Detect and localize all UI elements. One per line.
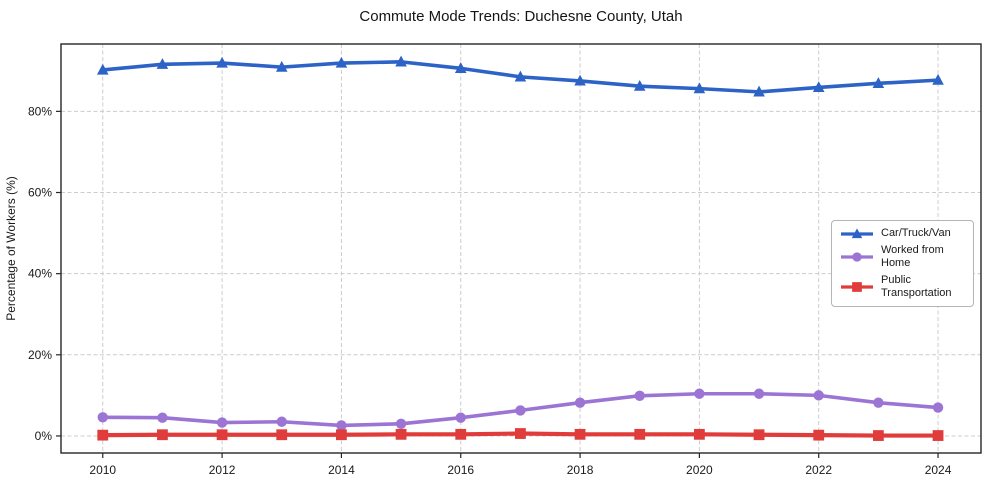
legend-label: Public Transportation [881, 274, 952, 299]
data-point-marker [157, 429, 168, 441]
y-axis-title: Percentage of Workers (%) [4, 176, 18, 321]
x-tick-label: 2016 [447, 463, 474, 477]
data-point-marker [693, 82, 706, 94]
data-point-marker [813, 429, 825, 441]
data-point-marker [694, 388, 705, 399]
data-point-marker [455, 412, 466, 423]
data-point-marker [336, 429, 347, 441]
data-point-marker [395, 55, 407, 67]
legend-item-worked-from-home: Worked from Home [840, 244, 965, 270]
data-point-marker [753, 388, 765, 399]
data-point-marker [455, 428, 467, 440]
data-point-marker [97, 429, 109, 441]
data-point-marker [96, 63, 109, 75]
data-point-marker [515, 428, 526, 439]
line-circle-marker-icon [841, 252, 873, 262]
data-point-marker [97, 412, 108, 423]
data-point-marker [693, 428, 705, 440]
legend-label: Car/Truck/Van [881, 227, 951, 239]
data-point-marker [276, 416, 287, 427]
data-point-marker [454, 62, 467, 73]
line-square-marker-icon [841, 282, 873, 292]
data-point-marker [813, 390, 824, 401]
x-tick-label: 2018 [567, 463, 594, 477]
y-tick-label: 0% [35, 429, 53, 443]
data-point-marker [395, 428, 407, 440]
data-point-marker [932, 402, 944, 413]
data-point-marker [216, 429, 228, 441]
x-tick-label: 2010 [89, 463, 116, 477]
data-point-marker [634, 390, 645, 401]
line-triangle-marker-icon [841, 227, 873, 238]
data-point-marker [276, 429, 288, 441]
y-tick-label: 20% [28, 348, 52, 362]
data-point-marker [514, 70, 527, 82]
legend-item-car-truck-van: Car/Truck/Van [840, 227, 965, 240]
data-point-marker [156, 58, 169, 69]
data-point-marker [574, 428, 586, 440]
chart-title: Commute Mode Trends: Duchesne County, Ut… [359, 8, 683, 25]
data-point-marker [216, 56, 228, 68]
data-point-marker [634, 428, 646, 440]
series-public-transportation [97, 428, 944, 441]
data-point-marker [275, 60, 288, 72]
data-point-marker [753, 429, 765, 441]
data-point-marker [851, 227, 863, 238]
series-car-truck-van [96, 55, 944, 97]
data-point-marker [872, 430, 884, 441]
series-worked-from-home [97, 388, 944, 431]
x-tick-label: 2014 [328, 463, 355, 477]
data-point-marker [932, 73, 944, 85]
data-point-marker [395, 418, 407, 429]
data-point-marker [932, 430, 944, 441]
y-tick-label: 80% [28, 104, 52, 118]
data-point-marker [812, 81, 825, 93]
data-point-marker [872, 77, 885, 88]
data-point-marker [574, 74, 586, 86]
x-tick-label: 2022 [805, 463, 832, 477]
data-point-marker [873, 397, 884, 408]
x-tick-label: 2020 [686, 463, 713, 477]
legend: Car/Truck/Van Worked from Home Public Tr… [831, 220, 974, 307]
legend-item-public-transportation: Public Transportation [840, 274, 965, 300]
data-point-marker [335, 56, 348, 68]
legend-label: Worked from Home [881, 244, 944, 269]
data-point-marker [515, 405, 526, 416]
data-point-marker [216, 417, 228, 428]
data-point-marker [753, 85, 765, 97]
y-tick-label: 60% [28, 186, 52, 200]
data-point-marker [157, 412, 168, 423]
data-point-marker [852, 282, 862, 292]
data-point-marker [574, 397, 586, 408]
data-point-marker [633, 79, 646, 91]
x-tick-label: 2012 [209, 463, 236, 477]
plot-border [60, 43, 982, 454]
data-point-marker [336, 420, 347, 431]
x-tick-label: 2024 [925, 463, 952, 477]
y-tick-label: 40% [28, 267, 52, 281]
data-point-marker [852, 252, 862, 262]
